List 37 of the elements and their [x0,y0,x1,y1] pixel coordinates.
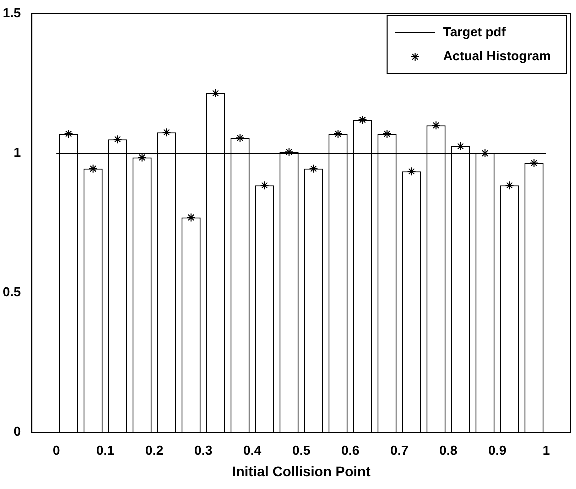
x-tick-label: 0.8 [439,442,458,458]
point [456,142,466,152]
x-tick-label: 1 [542,442,550,458]
point [382,130,392,138]
legend-label: Target pdf [443,24,507,40]
x-axis-title: Initial Collision Point [232,463,372,480]
point [260,181,270,190]
point [284,148,294,157]
y-tick-label: 0 [14,424,22,440]
x-tick-label: 0.3 [194,442,213,458]
point [334,130,343,138]
x-tick-label: 0 [52,442,60,458]
x-tick-label: 0.5 [292,442,311,458]
x-tick-label: 0.6 [341,442,360,458]
point [505,181,514,190]
point [236,134,245,143]
y-tick-label: 0.5 [2,284,22,300]
x-tick-label: 0.4 [244,442,262,458]
point [309,164,318,174]
point [407,167,416,176]
x-tick-label: 0.1 [96,442,115,458]
x-tick-label: 0.7 [390,442,409,458]
point [358,116,368,125]
y-tick-label: 1 [14,145,22,160]
point [162,128,172,138]
point [186,213,196,222]
point [432,121,441,130]
point [211,89,220,98]
y-tick-label: 1.5 [2,6,22,21]
x-tick-label: 0.9 [488,442,507,458]
point [113,135,122,144]
point [530,158,539,168]
x-tick-label: 0.2 [146,442,164,458]
point [88,164,98,174]
point [64,130,74,138]
point [138,153,147,162]
legend-label: Actual Histogram [443,48,552,64]
